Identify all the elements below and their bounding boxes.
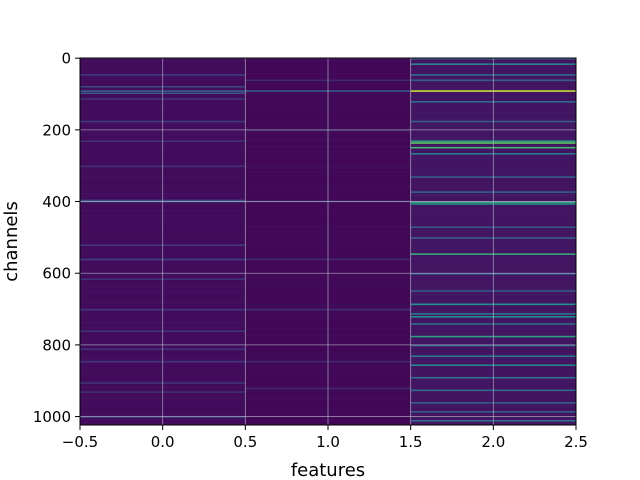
y-tick-label: 1000	[33, 408, 71, 426]
x-tick-label: −0.5	[62, 433, 98, 451]
x-tick-label: 0.0	[151, 433, 175, 451]
y-tick-label: 800	[42, 336, 71, 354]
y-tick-label: 0	[61, 50, 71, 68]
y-tick-label: 400	[42, 193, 71, 211]
y-tick-label: 600	[42, 265, 71, 283]
y-axis-label: channels	[1, 201, 22, 282]
x-tick-label: 2.5	[564, 433, 588, 451]
x-tick-label: 1.0	[316, 433, 340, 451]
x-axis-label: features	[291, 460, 365, 480]
axis-ticks: −0.5 0.0 0.5 1.0 1.5 2.0 2.5 0 200 400 600 800 1000	[33, 50, 588, 451]
x-tick-label: 1.5	[399, 433, 423, 451]
x-tick-label: 0.5	[233, 433, 257, 451]
x-tick-label: 2.0	[481, 433, 505, 451]
y-tick-label: 200	[42, 121, 71, 139]
